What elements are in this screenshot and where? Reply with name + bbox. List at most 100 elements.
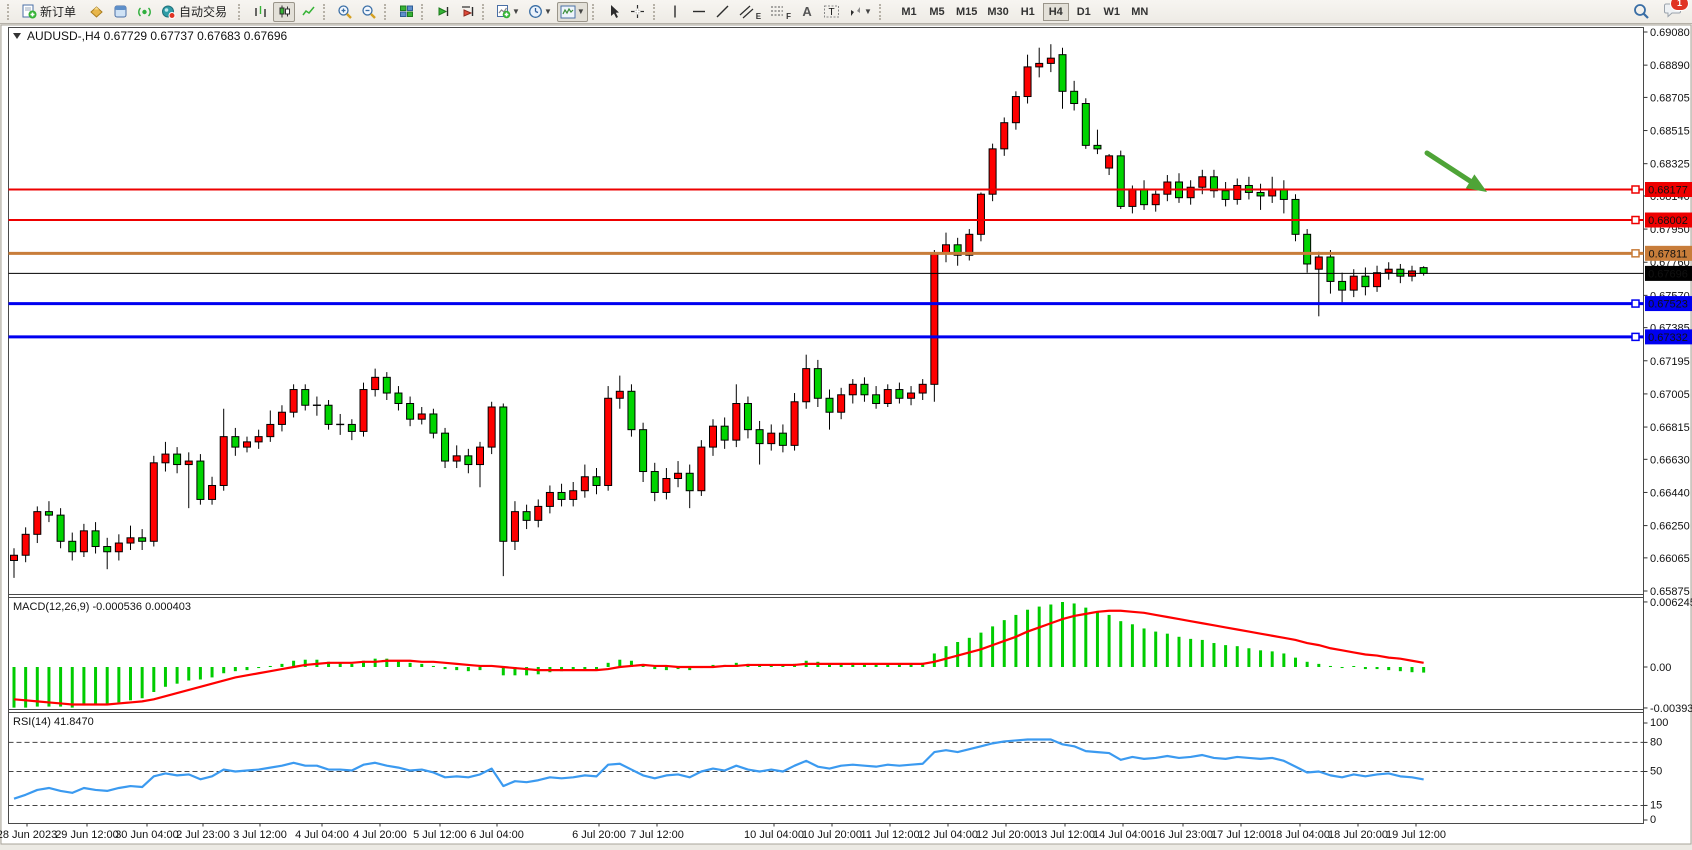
svg-text:0.67005: 0.67005: [1650, 389, 1690, 401]
bar-chart-button[interactable]: [249, 2, 271, 22]
svg-text:0.69080: 0.69080: [1650, 27, 1690, 39]
text-tool-glyph: A: [802, 4, 812, 19]
zoom-in-button[interactable]: [334, 2, 356, 22]
auto-scroll-button[interactable]: [432, 2, 454, 22]
arrows-tool-button[interactable]: ▼: [845, 2, 875, 22]
svg-text:18 Jul 20:00: 18 Jul 20:00: [1328, 829, 1388, 841]
svg-text:0.67523: 0.67523: [1648, 299, 1688, 311]
line-chart-button[interactable]: [297, 2, 319, 22]
svg-text:4 Jul 20:00: 4 Jul 20:00: [353, 829, 407, 841]
cursor-icon: [607, 4, 621, 19]
svg-text:13 Jul 12:00: 13 Jul 12:00: [1035, 829, 1095, 841]
new-order-label: 新订单: [40, 5, 77, 19]
panel-frame: [8, 27, 1644, 824]
svg-text:10 Jul 04:00: 10 Jul 04:00: [744, 829, 804, 841]
svg-text:18 Jul 04:00: 18 Jul 04:00: [1270, 829, 1330, 841]
search-button[interactable]: [1630, 2, 1653, 22]
svg-text:0.66065: 0.66065: [1650, 553, 1690, 565]
auto-trading-button[interactable]: 自动交易: [157, 2, 234, 22]
toolbar-grip: [652, 3, 658, 20]
toolbar-grip: [7, 3, 12, 20]
chart-canvas[interactable]: 0.69080 0.68890 0.68705 0.68515 0.68325 0.681…: [0, 24, 1692, 850]
new-order-button[interactable]: 新订单: [18, 2, 83, 22]
timeframe-toolbar: M1 M5 M15 M30 H1 H4 D1 W1 MN: [895, 2, 1154, 21]
bar-chart-icon: [253, 4, 268, 19]
svg-text:0.66250: 0.66250: [1650, 521, 1690, 533]
data-window-button[interactable]: [109, 2, 131, 22]
new-chart-button[interactable]: ▼: [493, 2, 523, 22]
annotation-arrow[interactable]: [1424, 150, 1487, 192]
crosshair-tool-button[interactable]: [627, 2, 649, 22]
svg-text:0.68515: 0.68515: [1650, 126, 1690, 138]
template-icon: [560, 5, 576, 19]
periods-button[interactable]: ▼: [525, 2, 555, 22]
svg-text:5 Jul 12:00: 5 Jul 12:00: [413, 829, 467, 841]
candles[interactable]: [10, 44, 1428, 578]
channel-glyph: E: [755, 11, 762, 21]
candlestick-chart-button[interactable]: [273, 1, 296, 22]
svg-text:-0.003932: -0.003932: [1650, 703, 1692, 715]
timeframe-MN[interactable]: MN: [1127, 3, 1153, 21]
line-handle: [1631, 249, 1640, 258]
macd-signal-line: [13, 609, 1424, 706]
svg-text:50: 50: [1650, 766, 1662, 778]
svg-text:0.66815: 0.66815: [1650, 422, 1690, 434]
tile-windows-button[interactable]: [395, 2, 417, 22]
timeframe-H4[interactable]: H4: [1042, 2, 1069, 21]
timeframe-M5[interactable]: M5: [924, 3, 950, 21]
svg-text:6 Jul 20:00: 6 Jul 20:00: [572, 829, 626, 841]
timeframe-W1[interactable]: W1: [1099, 3, 1125, 21]
svg-text:3 Jul 12:00: 3 Jul 12:00: [233, 829, 287, 841]
toolbar-grip: [238, 3, 243, 20]
notification-badge: 1: [1670, 0, 1689, 11]
text-tool-button[interactable]: A: [796, 2, 818, 22]
text-label-tool-button[interactable]: T: [820, 2, 843, 22]
line-handle: [1631, 332, 1640, 342]
svg-text:2 Jul 23:00: 2 Jul 23:00: [176, 829, 230, 841]
price-axis-badges: 0.68177 0.68002 0.67811 0.67523 0.67332 0.676…: [1645, 181, 1692, 345]
template-button[interactable]: ▼: [556, 1, 588, 22]
trendline-tool-button[interactable]: [712, 2, 734, 22]
toolbar-grip: [878, 3, 884, 20]
svg-text:6 Jul 04:00: 6 Jul 04:00: [470, 829, 524, 841]
chart-shift-button[interactable]: [456, 2, 478, 22]
fibo-glyph: F: [786, 11, 792, 21]
svg-text:0.00: 0.00: [1650, 662, 1671, 674]
signal-button[interactable]: [133, 2, 155, 22]
zoom-out-button[interactable]: [358, 2, 380, 22]
vertical-line-tool-button[interactable]: [664, 2, 686, 22]
horizontal-line-tool-button[interactable]: [688, 2, 710, 22]
gold-ingot-icon: [89, 4, 104, 19]
market-watch-button[interactable]: [85, 2, 107, 22]
horizontal-lines[interactable]: [8, 185, 1644, 342]
svg-text:80: 80: [1650, 736, 1662, 748]
svg-text:30 Jun 04:00: 30 Jun 04:00: [115, 829, 179, 841]
auto-trading-label: 自动交易: [179, 5, 228, 19]
macd-panel[interactable]: MACD(12,26,9) -0.000536 0.000403 0.006245…: [12, 597, 1692, 715]
timeframe-M15[interactable]: M15: [952, 3, 981, 21]
fibonacci-tool-button[interactable]: F: [766, 2, 794, 22]
channel-tool-button[interactable]: E: [736, 2, 764, 22]
timeframe-H1[interactable]: H1: [1015, 3, 1041, 21]
timeframe-M1[interactable]: M1: [896, 3, 922, 21]
svg-text:0.68705: 0.68705: [1650, 92, 1690, 104]
timeframe-M30[interactable]: M30: [983, 3, 1012, 21]
macd-label: MACD(12,26,9) -0.000536 0.000403: [13, 601, 191, 613]
timeframe-D1[interactable]: D1: [1071, 3, 1097, 21]
chevron-down-icon: ▼: [864, 7, 872, 16]
svg-text:0.68177: 0.68177: [1648, 184, 1688, 196]
rsi-panel[interactable]: RSI(14) 41.8470 100 80 50 15 0: [8, 716, 1669, 826]
collapse-triangle-icon: [13, 33, 21, 39]
svg-text:28 Jun 2023: 28 Jun 2023: [0, 829, 57, 841]
notifications-button[interactable]: 1: [1664, 0, 1689, 23]
rsi-label: RSI(14) 41.8470: [13, 716, 94, 728]
cursor-tool-button[interactable]: [603, 2, 625, 22]
line-handle: [1631, 299, 1640, 308]
line-handle: [1631, 185, 1640, 194]
equidistant-channel-icon: [739, 4, 756, 19]
window-icon: [113, 4, 128, 19]
zoom-out-icon: [361, 4, 377, 20]
toolbar-grip: [482, 3, 487, 20]
svg-text:AUDUSD-,H4 0.67729 0.67737 0.: AUDUSD-,H4 0.67729 0.67737 0.67683 0.676…: [27, 29, 288, 43]
fibonacci-icon: [769, 4, 786, 19]
